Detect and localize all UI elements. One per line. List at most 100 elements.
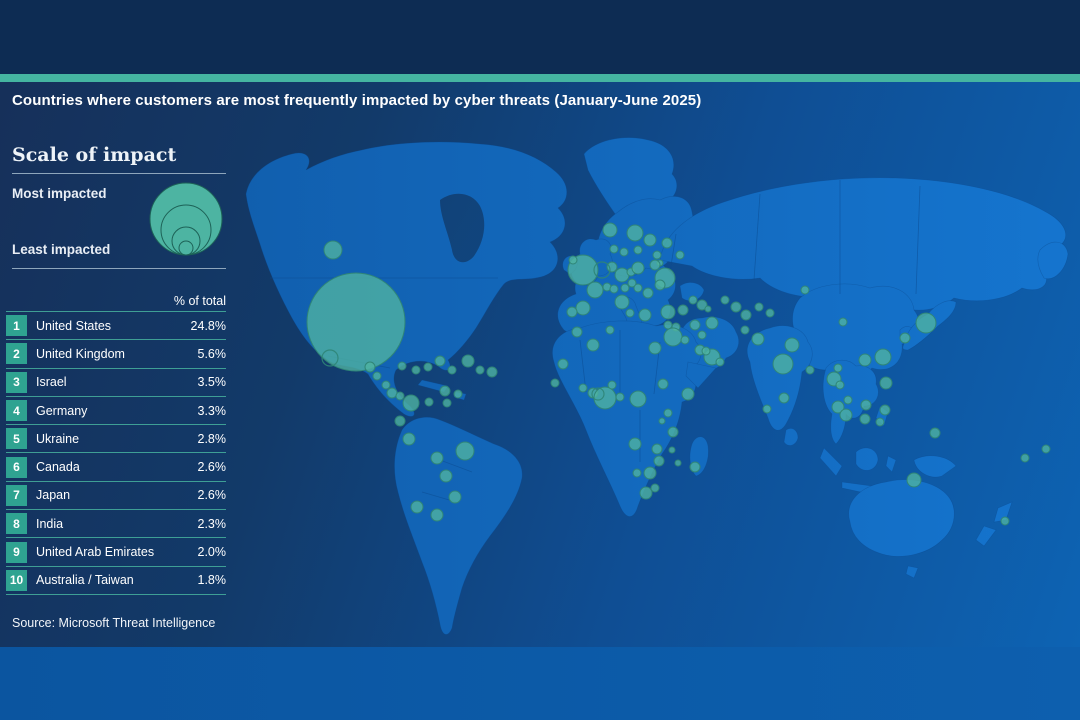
impact-bubble <box>633 245 643 255</box>
impact-bubble <box>606 261 618 273</box>
impact-bubble <box>447 365 457 375</box>
impact-bubble <box>667 426 679 438</box>
rank-badge: 4 <box>6 400 27 422</box>
legend-title: Scale of impact <box>12 144 177 166</box>
impact-bubble <box>609 284 619 294</box>
impact-bubble <box>704 305 712 313</box>
impact-bubble <box>306 272 406 372</box>
impact-bubble <box>461 354 475 368</box>
impact-bubble <box>475 365 485 375</box>
impact-bubble <box>430 451 444 465</box>
impact-bubble <box>784 337 800 353</box>
impact-bubble <box>632 468 642 478</box>
impact-bubble <box>566 306 578 318</box>
impact-bubble <box>395 391 405 401</box>
country-label: Australia / Taiwan <box>36 573 134 588</box>
impact-bubble <box>860 399 872 411</box>
impact-bubble <box>571 326 583 338</box>
impact-bubble <box>620 283 630 293</box>
impact-bubble <box>643 233 657 247</box>
impact-bubble <box>455 441 475 461</box>
impact-bubble <box>586 281 604 299</box>
rank-badge: 5 <box>6 428 27 450</box>
table-row: 2 United Kingdom 5.6% <box>6 339 226 367</box>
impact-bubble <box>642 287 654 299</box>
impact-bubble <box>397 361 407 371</box>
impact-bubble <box>602 222 618 238</box>
impact-bubble <box>575 300 591 316</box>
world-map <box>245 137 1069 635</box>
impact-bubble <box>839 408 853 422</box>
impact-bubble <box>688 295 698 305</box>
table-row: 4 Germany 3.3% <box>6 395 227 424</box>
impact-bubble <box>754 302 764 312</box>
rank-badge: 3 <box>6 371 27 393</box>
table-value-header: % of total <box>173 294 226 308</box>
impact-bubble <box>899 332 911 344</box>
impact-bubble <box>740 309 752 321</box>
impact-bubble <box>653 455 665 467</box>
impact-bubble <box>372 371 382 381</box>
impact-bubble <box>697 330 707 340</box>
impact-bubble <box>614 267 630 283</box>
impact-bubble <box>628 437 642 451</box>
impact-bubble <box>626 224 644 242</box>
impact-bubble <box>568 255 578 265</box>
percent-value: 2.6% <box>197 488 227 503</box>
impact-bubble <box>402 394 420 412</box>
impact-bubble <box>648 341 662 355</box>
impact-bubble <box>772 353 794 375</box>
percent-value: 24.8% <box>190 318 226 333</box>
table-row: 1 United States 24.8% <box>6 311 226 339</box>
country-label: United Arab Emirates <box>36 545 155 560</box>
impact-bubble <box>740 325 750 335</box>
impact-bubble <box>674 459 682 467</box>
impact-bubble <box>800 285 810 295</box>
impact-bubble <box>627 278 637 288</box>
legend-least-label: Least impacted <box>12 242 111 257</box>
table-row: 7 Japan 2.6% <box>6 480 227 509</box>
impact-bubble <box>657 378 669 390</box>
rank-badge: 7 <box>6 484 27 506</box>
impact-bubble <box>663 408 673 418</box>
impact-bubble <box>629 390 647 408</box>
impact-bubble <box>833 363 843 373</box>
impact-bubble <box>423 362 433 372</box>
country-label: India <box>36 516 64 531</box>
impact-bubble <box>696 299 708 311</box>
impact-bubble <box>593 386 617 410</box>
country-label: Ukraine <box>36 431 80 446</box>
country-label: Germany <box>36 403 88 418</box>
impact-bubble <box>654 279 666 291</box>
rank-badge: 9 <box>6 541 27 563</box>
impact-bubble <box>586 338 600 352</box>
impact-bubble <box>879 376 893 390</box>
impact-bubble <box>410 500 424 514</box>
percent-value: 2.3% <box>197 516 227 531</box>
impact-bubble <box>439 469 453 483</box>
divider <box>12 268 226 269</box>
impact-bubble <box>652 250 662 260</box>
impact-bubble <box>720 295 730 305</box>
bubble-layer <box>306 222 1051 526</box>
impact-bubble <box>650 483 660 493</box>
impact-bubble <box>557 358 569 370</box>
impact-bubble <box>638 308 652 322</box>
impact-bubble <box>651 443 663 455</box>
impact-bubble <box>633 283 643 293</box>
impact-bubble <box>386 387 398 399</box>
rank-badge: 6 <box>6 456 27 478</box>
impact-bubble <box>614 294 630 310</box>
country-label: Japan <box>36 488 71 503</box>
impact-bubble <box>631 261 645 275</box>
percent-value: 2.6% <box>197 460 227 475</box>
impact-bubble <box>658 417 666 425</box>
impact-bubble <box>434 355 446 367</box>
impact-bubble <box>751 332 765 346</box>
impact-bubble <box>1041 444 1051 454</box>
impact-bubble <box>615 392 625 402</box>
percent-value: 3.3% <box>197 403 227 418</box>
impact-bubble <box>874 348 892 366</box>
impact-bubble <box>701 346 711 356</box>
percent-value: 2.0% <box>197 545 227 560</box>
